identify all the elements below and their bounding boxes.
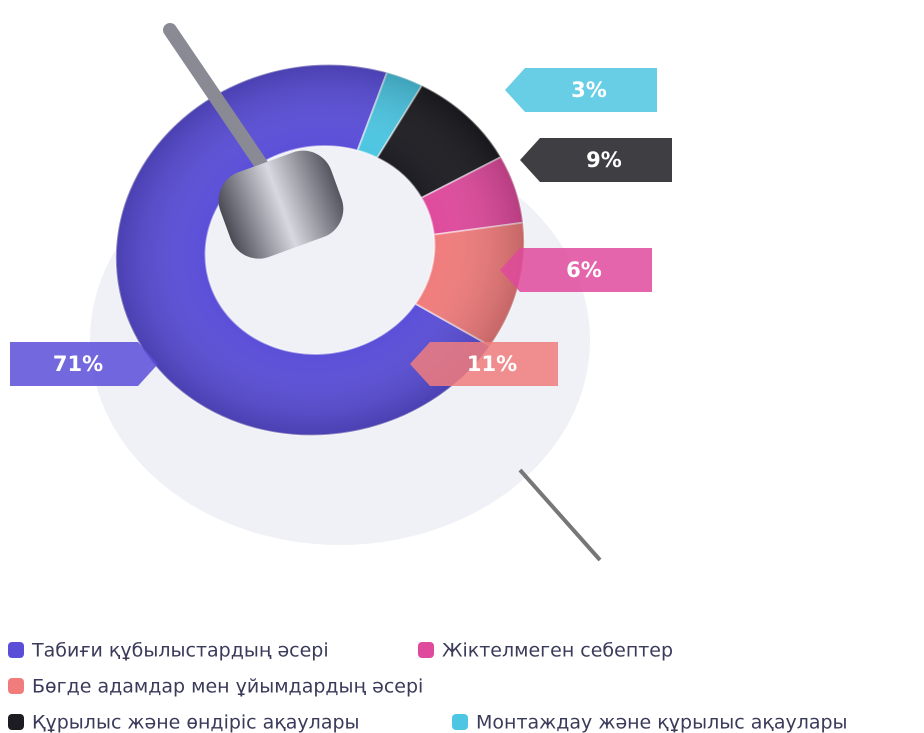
value-label-box [520, 138, 672, 182]
value-label-box [505, 68, 657, 112]
value-label: 3% [571, 78, 607, 102]
value-label-box [410, 342, 558, 386]
legend-label: Монтаждау және құрылыс ақаулары [476, 712, 848, 733]
value-label: 6% [566, 258, 602, 282]
pin [218, 150, 344, 259]
legend-label: Жіктелмеген себептер [442, 640, 673, 662]
value-label-box [500, 248, 652, 292]
wire [518, 468, 602, 562]
ring-shade [115, 64, 525, 436]
legend-swatch [418, 642, 434, 658]
legend-swatch [452, 714, 468, 730]
legend-label: Табиғи құбылыстардың әсері [31, 640, 329, 662]
value-label-box [10, 342, 158, 386]
legend-swatch [8, 678, 24, 694]
legend-label: Бөгде адамдар мен ұйымдардың әсері [32, 676, 423, 698]
legend-swatch [8, 714, 24, 730]
legend-swatch [8, 642, 24, 658]
value-label: 11% [467, 352, 517, 376]
value-label: 9% [586, 148, 622, 172]
value-label: 71% [53, 352, 103, 376]
wire [163, 23, 272, 177]
legend-label: Құрылыс және өндіріс ақаулары [32, 712, 360, 733]
